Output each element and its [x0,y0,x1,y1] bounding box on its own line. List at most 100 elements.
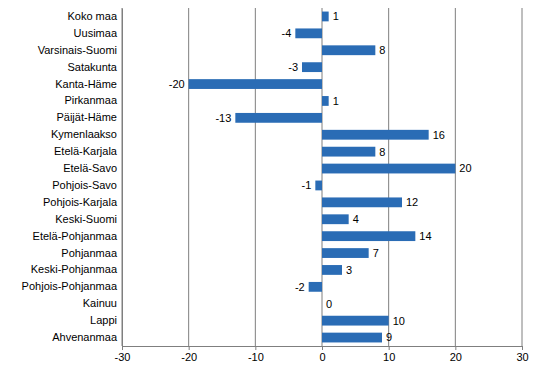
bar [322,45,375,55]
y-tick-label: Pohjanmaa [61,247,118,259]
y-tick: Koko maa [67,10,122,22]
y-tick-label: Pirkanmaa [64,94,117,106]
x-axis-line [123,347,523,351]
data-label: 12 [406,196,418,208]
y-tick-label: Pohjois-Savo [52,179,117,191]
data-label: 20 [459,162,471,174]
plot: -30-20-100102030Koko maaUusimaaVarsinais… [22,8,529,363]
data-label: 14 [419,230,431,242]
data-label: 9 [386,331,392,343]
y-tick: Pohjanmaa [61,247,122,259]
x-tick: -20 [181,346,197,363]
x-tick: -10 [248,346,264,363]
x-tick-mark [455,346,456,350]
y-tick-label: Keski-Pohjanmaa [31,263,118,275]
y-tick-label: Etelä-Pohjanmaa [33,230,118,242]
data-label: 1 [333,10,339,22]
y-tick-label: Satakunta [67,61,117,73]
x-tick-label: 0 [319,351,325,363]
x-tick-label: -20 [181,351,197,363]
x-tick-mark [522,346,523,350]
y-tick: Keski-Pohjanmaa [31,263,122,275]
data-label: 8 [379,146,385,158]
x-tick-label: 20 [450,351,462,363]
bar [322,147,375,157]
x-tick: 0 [319,346,325,363]
bar [322,164,455,174]
x-tick: 30 [516,346,528,363]
y-tick: Pohjois-Karjala [43,196,122,208]
grid-line [122,8,123,346]
y-tick-label: Uusimaa [74,27,118,39]
y-tick-label: Kymenlaakso [51,128,117,140]
y-tick: Etelä-Pohjanmaa [33,230,122,242]
bar [315,181,322,191]
y-tick: Etelä-Savo [63,162,122,174]
data-label: -13 [215,112,231,124]
x-axis: -30 -20 -10 0 10 20 30 [115,346,529,363]
y-tick: Pohjois-Savo [52,179,122,191]
bars [189,12,456,343]
x-tick-mark [122,346,123,350]
y-tick-label: Kainuu [83,297,117,309]
y-tick-label: Keski-Suomi [55,213,117,225]
y-tick-label: Etelä-Karjala [54,145,118,157]
x-tick-label: 30 [516,351,528,363]
y-tick: Lappi [90,314,122,326]
data-label: 1 [333,95,339,107]
data-label: 8 [379,44,385,56]
grid [122,8,522,346]
x-tick: 20 [450,346,462,363]
bar [322,214,349,224]
grid-line [388,8,389,346]
bar [322,248,369,258]
grid-line [188,8,189,346]
chart: -30-20-100102030Koko maaUusimaaVarsinais… [0,0,546,376]
data-label: 10 [393,315,405,327]
bar [322,333,382,343]
y-tick: Kymenlaakso [51,128,122,140]
y-tick: Keski-Suomi [55,213,122,225]
bar [309,282,322,292]
bar [322,265,342,275]
y-tick-label: Varsinais-Suomi [38,44,117,56]
data-labels: 1-48-3-201-1316820-11241473-20109 [169,10,472,343]
x-tick-label: 10 [383,351,395,363]
x-tick-mark [255,346,256,350]
data-label: 4 [353,213,359,225]
y-tick: Ahvenanmaa [52,331,122,343]
bar [295,28,322,38]
y-tick: Satakunta [67,61,122,73]
grid-line [255,8,256,346]
y-tick: Uusimaa [74,27,122,39]
bar [235,113,322,123]
x-tick-label: -30 [115,351,131,363]
x-tick-mark [189,346,190,350]
x-tick-label: -10 [248,351,264,363]
y-tick-label: Etelä-Savo [63,162,117,174]
data-label: -2 [295,281,305,293]
y-axis-line [122,9,123,347]
bar [322,96,329,106]
bar [322,130,429,140]
y-tick-label: Kanta-Häme [55,78,117,90]
y-tick-label: Koko maa [67,10,117,22]
data-label: -4 [282,27,292,39]
y-tick: Etelä-Karjala [54,145,122,157]
grid-line [455,8,456,346]
y-tick-label: Pohjois-Karjala [43,196,118,208]
bar [322,316,389,326]
bar [189,79,322,89]
y-tick-label: Ahvenanmaa [52,331,118,343]
bar [322,231,415,241]
y-tick: Päijät-Häme [56,111,122,123]
data-label: 0 [326,298,332,310]
x-tick-mark [389,346,390,350]
y-axis: Koko maa Uusimaa Varsinais-Suomi Satakunta K… [22,9,123,347]
bar [322,197,402,207]
data-label: 7 [373,247,379,259]
grid-line [522,8,523,346]
bar [322,299,323,309]
bar [302,62,322,72]
data-label: 16 [433,129,445,141]
